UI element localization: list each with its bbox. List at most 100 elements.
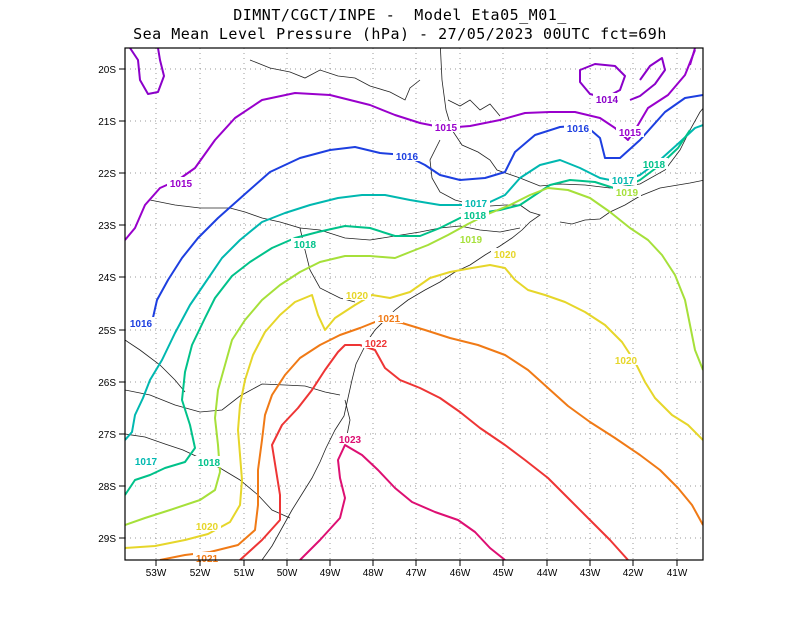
- isobar-label-background: [362, 337, 390, 348]
- paraguay-border: [125, 339, 186, 393]
- lon-tick-label: 51W: [234, 568, 255, 579]
- map-frame: [124, 47, 704, 561]
- lon-tick-label: 42W: [623, 568, 644, 579]
- isobar-label-background: [127, 317, 155, 328]
- isobar-label-background: [609, 174, 637, 185]
- isobar-1014: [129, 48, 165, 95]
- isobar-label-background: [457, 233, 485, 244]
- isobar-label-background: [132, 455, 160, 466]
- inland-border-6: [299, 225, 521, 241]
- lat-tick-label: 22S: [98, 169, 116, 180]
- isobar-label: 1017: [135, 457, 158, 468]
- isobar-label: 1016: [567, 124, 590, 135]
- isobar-1019: [125, 187, 703, 526]
- lat-tick-label: 27S: [98, 430, 116, 441]
- isobar-label-background: [193, 520, 221, 531]
- isobar-label: 1020: [494, 250, 517, 261]
- isobar-label: 1017: [612, 176, 635, 187]
- map-title-line-2: Sea Mean Level Pressure (hPa) - 27/05/20…: [133, 25, 667, 43]
- isobar-label-background: [291, 238, 319, 249]
- isobar-label: 1020: [346, 291, 369, 302]
- isobar-label: 1021: [378, 314, 401, 325]
- isobar-label-background: [375, 312, 403, 323]
- isobar-label: 1018: [294, 240, 317, 251]
- isobar-label: 1018: [643, 160, 666, 171]
- latitude-axis: 20S 21S 22S 23S 24S 25S 26S 27S 28S 29S: [98, 65, 125, 545]
- isobar-label: 1019: [616, 188, 639, 199]
- isobar-label-background: [462, 197, 490, 208]
- isobar-label-background: [393, 150, 421, 161]
- isobar-label-background: [336, 433, 364, 444]
- lat-tick-label: 23S: [98, 221, 116, 232]
- isobar-1017: [125, 124, 703, 441]
- lon-tick-label: 44W: [537, 568, 558, 579]
- isobar-1014: [579, 63, 626, 99]
- isobar-label-background: [167, 177, 195, 188]
- map-title-line-1: DIMNT/CGCT/INPE - Model Eta05_M01_: [233, 6, 567, 24]
- inland-border-8: [447, 99, 501, 117]
- lat-tick-label: 29S: [98, 534, 116, 545]
- isobar-label-background: [612, 354, 640, 365]
- isobar-lines: [125, 48, 703, 560]
- inland-border-1: [125, 383, 341, 413]
- lon-tick-label: 52W: [190, 568, 211, 579]
- isobar-label-background: [193, 552, 221, 563]
- isobar-label: 1019: [460, 235, 483, 246]
- isobar-label: 1016: [130, 319, 153, 330]
- lat-tick-label: 26S: [98, 378, 116, 389]
- isobar-label-background: [491, 248, 519, 259]
- lat-tick-label: 28S: [98, 482, 116, 493]
- lat-tick-label: 24S: [98, 273, 116, 284]
- isobar-label: 1018: [198, 458, 221, 469]
- lon-tick-label: 46W: [450, 568, 471, 579]
- isobar-1022: [239, 344, 629, 560]
- inland-border-4: [149, 199, 230, 209]
- guanabara-bay: [559, 179, 703, 225]
- rio-sao-paulo-coast: [261, 204, 541, 560]
- isobar-1015: [689, 48, 696, 66]
- longitude-axis: 53W 52W 51W 50W 49W 48W 47W 46W 45W 44W 43W 42W 41W: [146, 560, 688, 579]
- isobar-label-background: [432, 121, 460, 132]
- lat-tick-label: 25S: [98, 326, 116, 337]
- isobar-labels: 1014 1015 1015 1015 1016 1016 1016 1017 1017 1017…: [127, 93, 668, 565]
- isobar-label: 1020: [615, 356, 638, 367]
- isobar-1023: [299, 444, 506, 560]
- isobar-1018: [125, 129, 691, 496]
- lat-tick-label: 20S: [98, 65, 116, 76]
- lon-tick-label: 50W: [277, 568, 298, 579]
- lon-tick-label: 41W: [667, 568, 688, 579]
- isobar-label-background: [343, 289, 371, 300]
- isobar-label: 1023: [339, 435, 362, 446]
- isobar-1016: [151, 94, 703, 323]
- isobar-label-background: [640, 158, 668, 169]
- isobar-label-background: [564, 122, 592, 133]
- isobar-label-background: [195, 456, 223, 467]
- isobar-label: 1015: [619, 128, 642, 139]
- lon-tick-label: 43W: [580, 568, 601, 579]
- inland-border-3: [229, 207, 356, 303]
- isobar-label-background: [593, 93, 621, 104]
- lon-tick-label: 48W: [363, 568, 384, 579]
- isobar-1014: [629, 57, 666, 101]
- isobar-label: 1017: [465, 199, 488, 210]
- isobar-label-background: [616, 126, 644, 137]
- coastlines-and-borders: [125, 48, 703, 560]
- lat-tick-label: 21S: [98, 117, 116, 128]
- lon-tick-label: 53W: [146, 568, 167, 579]
- isobar-label: 1016: [396, 152, 419, 163]
- isobar-label: 1015: [435, 123, 458, 134]
- isobar-label-background: [613, 186, 641, 197]
- isobar-label-background: [461, 209, 489, 220]
- inland-border-5: [249, 59, 421, 101]
- lon-tick-label: 49W: [320, 568, 341, 579]
- isobar-1020: [125, 264, 703, 549]
- inland-border-7: [429, 139, 520, 207]
- lon-tick-label: 47W: [406, 568, 427, 579]
- isobar-label: 1014: [596, 95, 619, 106]
- isobar-label: 1020: [196, 522, 219, 533]
- lon-tick-label: 45W: [493, 568, 514, 579]
- isobar-label: 1015: [170, 179, 193, 190]
- isobar-label: 1018: [464, 211, 487, 222]
- isobar-label: 1022: [365, 339, 388, 350]
